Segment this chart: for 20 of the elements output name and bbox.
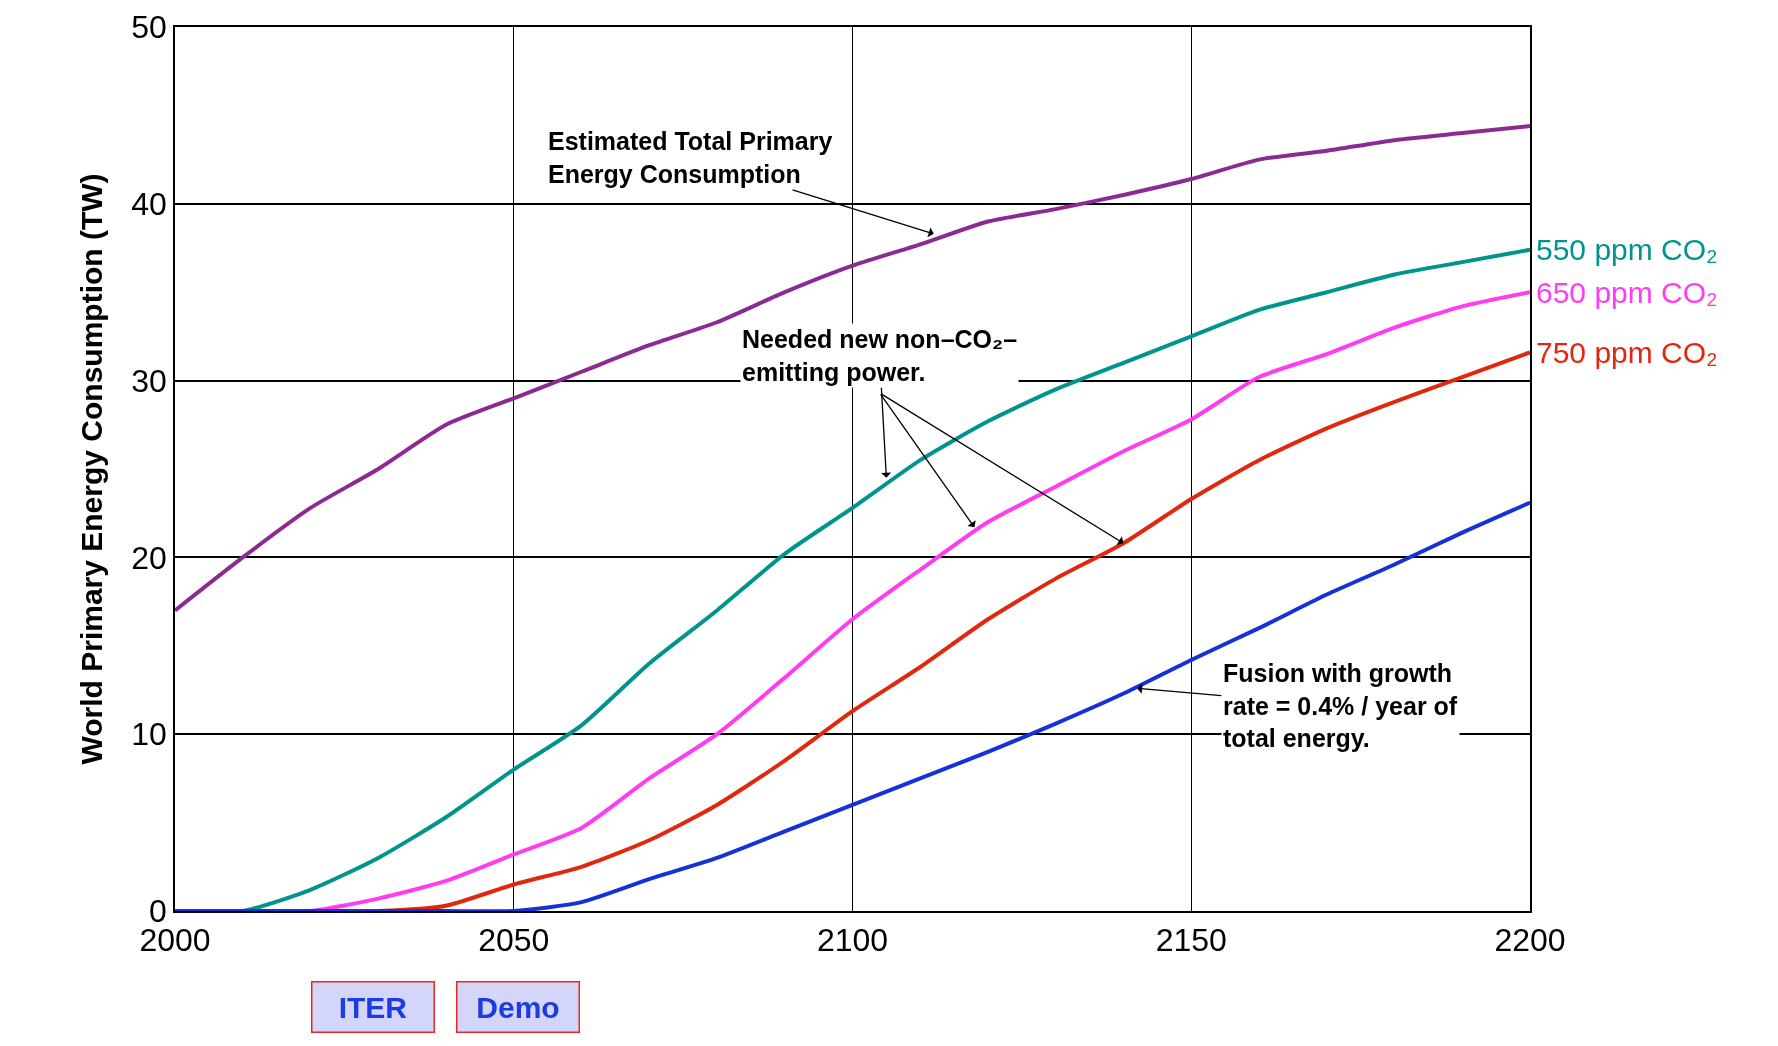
y-tick-label: 20	[131, 539, 167, 576]
line-series	[175, 124, 1530, 613]
text: Demo	[476, 990, 560, 1024]
line-series	[175, 500, 1530, 911]
x-tick-label: 2100	[816, 922, 889, 959]
annotation: Needed new non–CO₂– emitting power.	[742, 325, 1018, 386]
series-label: 650 ppm CO₂	[1536, 276, 1718, 309]
series-label: 750 ppm CO₂	[1536, 336, 1718, 369]
text: ITER	[338, 990, 408, 1024]
annotation: Estimated Total Primary Energy Consumption	[548, 127, 833, 188]
y-axis-title: World Primary Energy Consumption (TW)	[74, 173, 108, 765]
x-tick-label: 2200	[1494, 922, 1566, 959]
y-tick-label: 10	[131, 716, 167, 753]
x-tick-label: 2150	[1155, 922, 1227, 959]
annotation: Fusion with growth rate = 0.4% / year of total energy.	[1223, 659, 1458, 752]
x-tick-label: 2050	[478, 922, 550, 959]
y-tick-label: 30	[131, 362, 167, 399]
y-tick-label: 40	[131, 186, 167, 222]
y-tick-label: 50	[131, 9, 167, 46]
series-label: 550 ppm CO₂	[1536, 233, 1718, 266]
